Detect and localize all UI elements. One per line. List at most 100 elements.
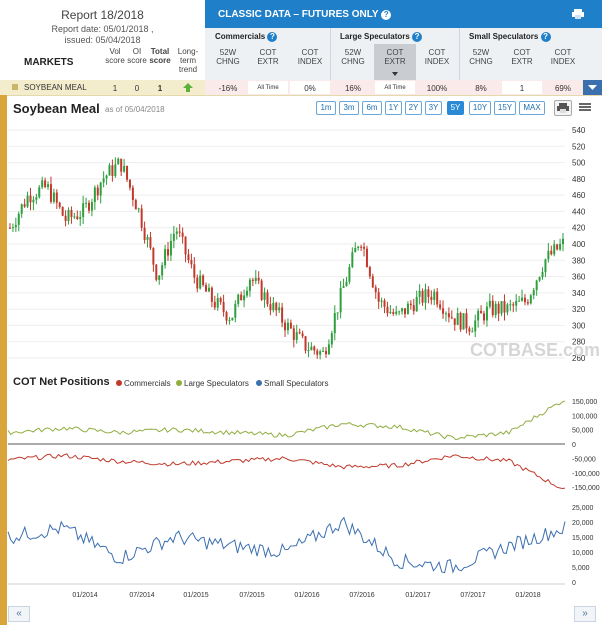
range-2y-button[interactable]: 2Y (405, 101, 422, 115)
col-cot-extr[interactable]: COT EXTR (257, 48, 279, 66)
candle-body (301, 333, 304, 337)
question-icon[interactable]: ? (540, 32, 551, 42)
candle-body (553, 244, 556, 255)
col-cot-index[interactable]: COT INDEX (424, 48, 450, 66)
candle-body (456, 313, 459, 325)
range-1y-button[interactable]: 1Y (385, 101, 402, 115)
small-y-ticks: 0 5,000 10,000 15,000 20,000 25,000 (572, 505, 594, 587)
candle-body (149, 237, 152, 248)
col-52w-chng[interactable]: 52W CHNG (469, 48, 493, 66)
question-icon[interactable]: ? (267, 32, 278, 42)
question-icon[interactable]: ? (381, 10, 392, 20)
print-chart-button[interactable] (554, 100, 572, 116)
candle-body (207, 287, 210, 292)
candle-body (20, 204, 23, 214)
chart-title: Soybean Meal (13, 101, 100, 116)
market-name[interactable]: SOYBEAN MEAL (24, 83, 87, 92)
candle-body (44, 180, 47, 187)
candle-body (196, 277, 199, 289)
menu-icon[interactable] (578, 101, 592, 113)
y-tick-label: 500 (572, 159, 586, 168)
y-tick-label: 320 (572, 305, 586, 314)
report-date: Report date: 05/01/2018 , (51, 24, 154, 34)
candle-body (269, 304, 272, 311)
candle-body (471, 331, 474, 333)
candle-body (128, 179, 131, 188)
candle-body (158, 275, 161, 280)
small-y-tick-label: 15,000 (572, 535, 594, 542)
candle-body (23, 204, 26, 207)
range-max-button[interactable]: MAX (519, 101, 545, 115)
arrow-up-icon (183, 83, 193, 92)
y-tick-label: 340 (572, 289, 586, 298)
scroll-right-button[interactable]: » (574, 606, 596, 622)
classic-data-bar (205, 0, 602, 28)
candle-body (532, 290, 535, 296)
candle-body (494, 303, 497, 315)
candle-body (374, 287, 377, 293)
cell-bg (375, 81, 415, 94)
col-cot-extr[interactable]: COT EXTR (511, 48, 533, 66)
candle-body (304, 336, 307, 351)
cot-y-tick-label: -150,000 (572, 485, 600, 492)
range-3y-button[interactable]: 3Y (425, 101, 442, 115)
candle-body (298, 332, 301, 334)
range-6m-button[interactable]: 6m (362, 101, 382, 115)
col-52w-chng[interactable]: 52W CHNG (216, 48, 240, 66)
legend-dot (176, 380, 182, 386)
candle-body (322, 350, 325, 352)
printer-icon (557, 103, 569, 113)
candle-body (187, 254, 190, 261)
sort-desc-icon (392, 68, 398, 76)
range-15y-button[interactable]: 15Y (494, 101, 516, 115)
col-52w-chng[interactable]: 52W CHNG (341, 48, 365, 66)
range-5y-button[interactable]: 5Y (447, 101, 464, 115)
candle-body (351, 252, 354, 267)
candle-body (325, 350, 327, 355)
comm-cot-index: 0% (304, 84, 316, 93)
candle-body (79, 217, 82, 219)
candle-body (184, 236, 187, 255)
range-1m-button[interactable]: 1m (316, 101, 336, 115)
x-tick-label: 07/2016 (349, 592, 374, 599)
candle-body (380, 300, 383, 302)
candle-body (32, 199, 35, 203)
candle-body (234, 303, 237, 318)
range-10y-button[interactable]: 10Y (469, 101, 491, 115)
candle-body (164, 249, 167, 266)
price-y-ticks: 260 280 300 320 340 360 380 400 420 440 460 480 500 5… (572, 126, 586, 363)
col-cot-extr[interactable]: COT EXTR (384, 48, 406, 66)
legend-commercials[interactable]: Commercials (116, 379, 171, 388)
candle-body (316, 350, 319, 355)
expand-row-button[interactable] (583, 80, 602, 95)
x-tick-label: 01/2017 (405, 592, 430, 599)
y-tick-label: 540 (572, 126, 586, 135)
printer-icon[interactable] (572, 9, 584, 19)
scroll-left-button[interactable]: « (8, 606, 30, 622)
candle-body (497, 303, 500, 314)
candle-body (488, 300, 491, 307)
range-3m-button[interactable]: 3m (339, 101, 359, 115)
candle-body (406, 303, 409, 315)
oi-score-header: OI score (127, 47, 147, 65)
candle-body (562, 238, 564, 245)
ls-cot-extr: All Time (384, 85, 406, 91)
col-cot-index[interactable]: COT INDEX (550, 48, 576, 66)
candle-body (333, 313, 336, 334)
candle-body (14, 224, 17, 228)
candle-body (424, 289, 427, 303)
candle-body (82, 203, 85, 218)
candle-body (544, 259, 547, 273)
divider (459, 28, 460, 80)
candle-body (58, 202, 61, 208)
y-tick-label: 420 (572, 224, 586, 233)
candle-body (90, 202, 93, 211)
candle-body (231, 317, 234, 321)
legend-large-speculators[interactable]: Large Speculators (176, 379, 249, 388)
x-tick-label: 01/2015 (183, 592, 208, 599)
col-cot-index[interactable]: COT INDEX (297, 48, 323, 66)
candle-body (468, 328, 471, 332)
legend-small-speculators[interactable]: Small Speculators (256, 379, 328, 388)
small-y-tick-label: 0 (572, 580, 576, 587)
question-icon[interactable]: ? (412, 32, 423, 42)
